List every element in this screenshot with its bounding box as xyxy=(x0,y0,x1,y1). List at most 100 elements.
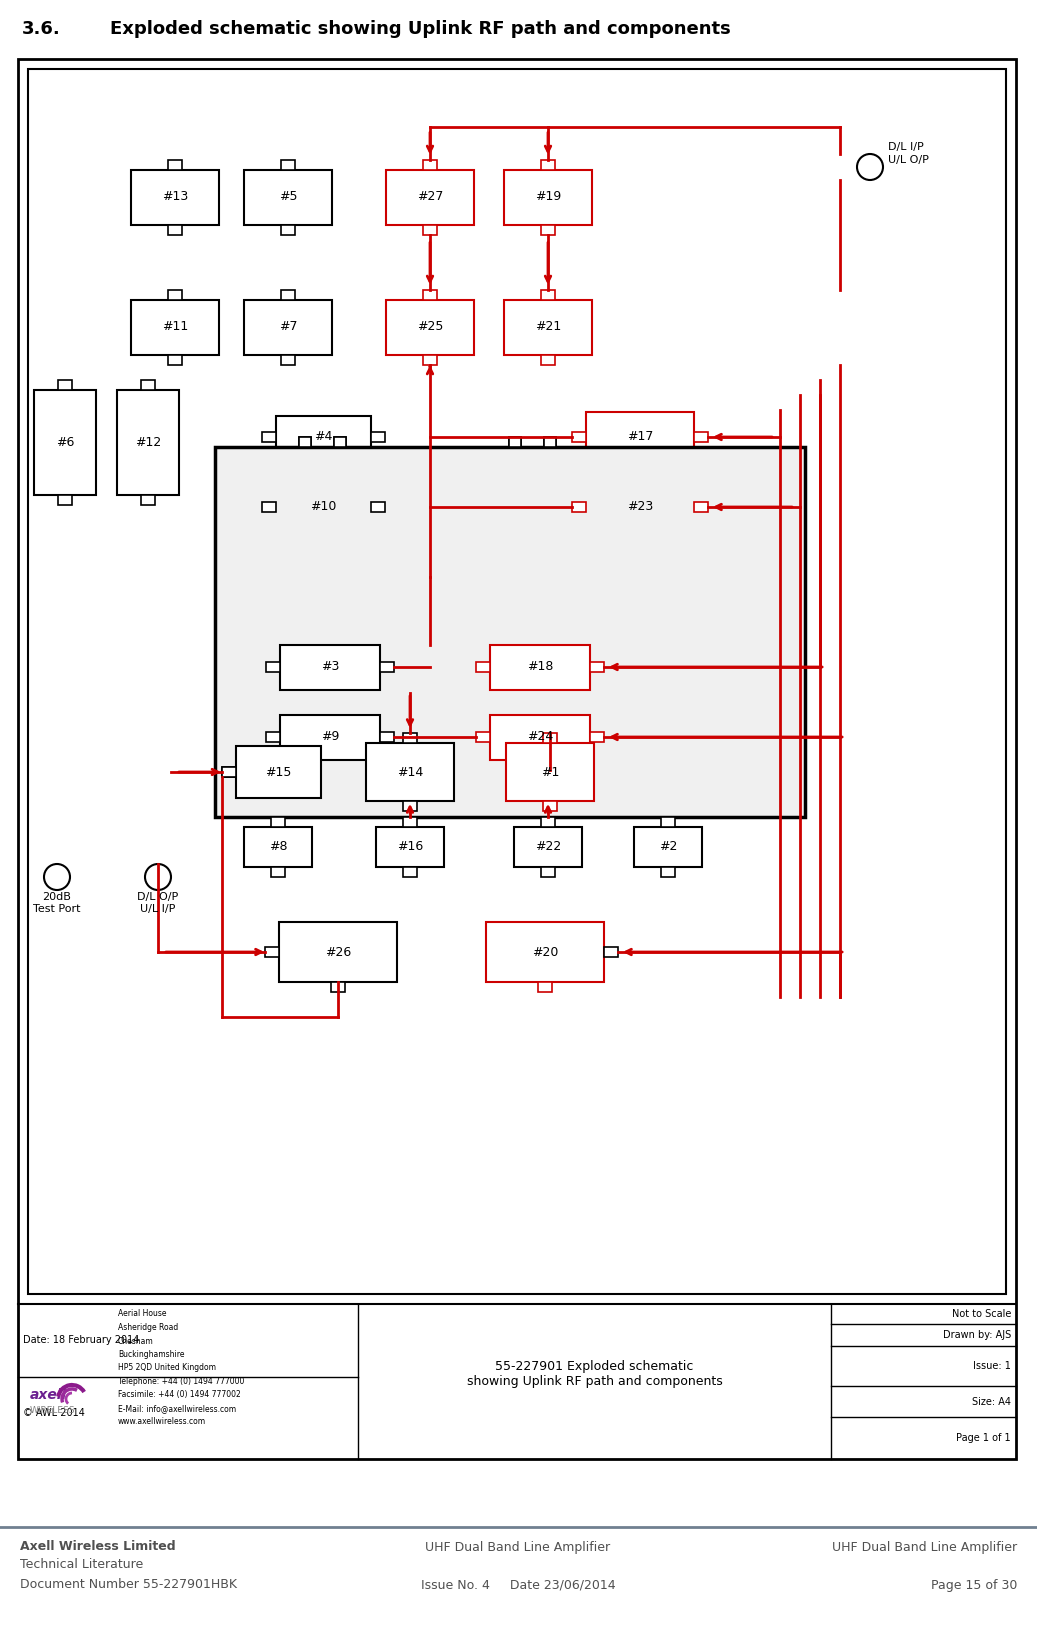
Bar xyxy=(509,437,521,447)
Bar xyxy=(168,224,183,234)
Text: #10: #10 xyxy=(310,501,336,514)
Text: #8: #8 xyxy=(269,840,287,853)
Bar xyxy=(476,732,491,742)
Text: Exploded schematic showing Uplink RF path and components: Exploded schematic showing Uplink RF pat… xyxy=(110,20,731,38)
Bar xyxy=(423,224,437,234)
Text: © AWL 2014: © AWL 2014 xyxy=(23,1408,85,1418)
Text: #14: #14 xyxy=(397,766,423,779)
Text: Document Number 55-227901HBK: Document Number 55-227901HBK xyxy=(20,1578,237,1591)
Bar xyxy=(486,922,604,982)
Bar xyxy=(370,503,385,512)
Text: #9: #9 xyxy=(320,730,339,743)
Text: Aerial House: Aerial House xyxy=(118,1310,167,1318)
Bar xyxy=(509,437,521,447)
Text: #18: #18 xyxy=(527,660,553,673)
Bar xyxy=(267,732,280,742)
Bar xyxy=(28,69,1006,1293)
Bar xyxy=(604,946,618,958)
Text: #22: #22 xyxy=(535,840,561,853)
Bar xyxy=(538,982,552,992)
Text: #1: #1 xyxy=(541,766,559,779)
Bar xyxy=(541,355,555,365)
Text: #20: #20 xyxy=(532,946,558,959)
Text: D/L O/P: D/L O/P xyxy=(137,892,178,902)
Text: #7: #7 xyxy=(279,321,298,334)
Bar xyxy=(491,714,590,760)
Bar xyxy=(541,224,555,234)
Bar xyxy=(281,159,295,170)
Bar xyxy=(541,868,555,877)
Bar xyxy=(661,817,675,827)
Bar xyxy=(634,827,702,868)
Text: Buckinghamshire: Buckinghamshire xyxy=(118,1351,185,1359)
Bar xyxy=(504,170,592,224)
Text: #16: #16 xyxy=(397,840,423,853)
Bar xyxy=(386,300,474,355)
Bar xyxy=(370,432,385,442)
Bar xyxy=(141,380,155,390)
Text: #11: #11 xyxy=(162,321,188,334)
Bar xyxy=(403,800,417,810)
Bar xyxy=(403,733,417,743)
Text: U/L O/P: U/L O/P xyxy=(888,156,929,165)
Bar xyxy=(544,437,556,447)
Text: #27: #27 xyxy=(417,190,443,203)
Bar xyxy=(376,827,444,868)
Bar xyxy=(244,170,332,224)
Bar xyxy=(661,868,675,877)
Text: Issue No. 4     Date 23/06/2014: Issue No. 4 Date 23/06/2014 xyxy=(421,1578,615,1591)
Text: #12: #12 xyxy=(135,435,161,449)
Bar xyxy=(586,413,694,462)
Bar xyxy=(222,768,235,778)
Bar xyxy=(334,437,346,447)
Text: #5: #5 xyxy=(279,190,298,203)
Bar xyxy=(261,503,276,512)
Bar xyxy=(276,416,370,458)
Bar xyxy=(380,732,394,742)
Bar xyxy=(331,982,345,992)
Text: #3: #3 xyxy=(320,660,339,673)
Bar xyxy=(34,390,96,494)
Text: Telephone: +44 (0) 1494 777000: Telephone: +44 (0) 1494 777000 xyxy=(118,1377,245,1387)
Text: Page 15 of 30: Page 15 of 30 xyxy=(930,1578,1017,1591)
Text: E-Mail: info@axellwireless.com: E-Mail: info@axellwireless.com xyxy=(118,1405,236,1413)
Text: #13: #13 xyxy=(162,190,188,203)
Bar xyxy=(244,827,312,868)
Bar xyxy=(334,437,346,447)
Text: #15: #15 xyxy=(264,766,291,779)
Text: #19: #19 xyxy=(535,190,561,203)
Bar xyxy=(265,946,279,958)
Bar xyxy=(543,733,557,743)
Bar xyxy=(491,645,590,689)
Bar xyxy=(572,503,586,512)
Bar xyxy=(261,432,276,442)
Bar xyxy=(215,447,805,817)
Bar xyxy=(590,732,604,742)
Bar xyxy=(694,432,708,442)
Bar xyxy=(222,768,235,778)
Text: 20dB: 20dB xyxy=(43,892,72,902)
Bar xyxy=(271,868,285,877)
Text: Date: 18 February 2014: Date: 18 February 2014 xyxy=(23,1336,139,1346)
Text: axell: axell xyxy=(30,1388,67,1401)
Circle shape xyxy=(44,864,71,891)
Bar xyxy=(280,714,380,760)
Bar xyxy=(244,300,332,355)
Bar xyxy=(131,300,219,355)
Bar xyxy=(235,746,320,797)
Bar xyxy=(514,827,582,868)
Bar xyxy=(386,170,474,224)
Text: #21: #21 xyxy=(535,321,561,334)
Text: Chesham: Chesham xyxy=(118,1336,153,1346)
Bar xyxy=(380,661,394,673)
Text: #25: #25 xyxy=(417,321,443,334)
Text: WIRELESS: WIRELESS xyxy=(30,1406,76,1414)
Bar xyxy=(366,743,454,800)
Bar xyxy=(590,661,604,673)
Bar xyxy=(281,290,295,300)
Bar xyxy=(168,290,183,300)
Bar xyxy=(541,159,555,170)
Bar xyxy=(281,355,295,365)
Bar xyxy=(572,432,586,442)
Text: 3.6.: 3.6. xyxy=(22,20,61,38)
